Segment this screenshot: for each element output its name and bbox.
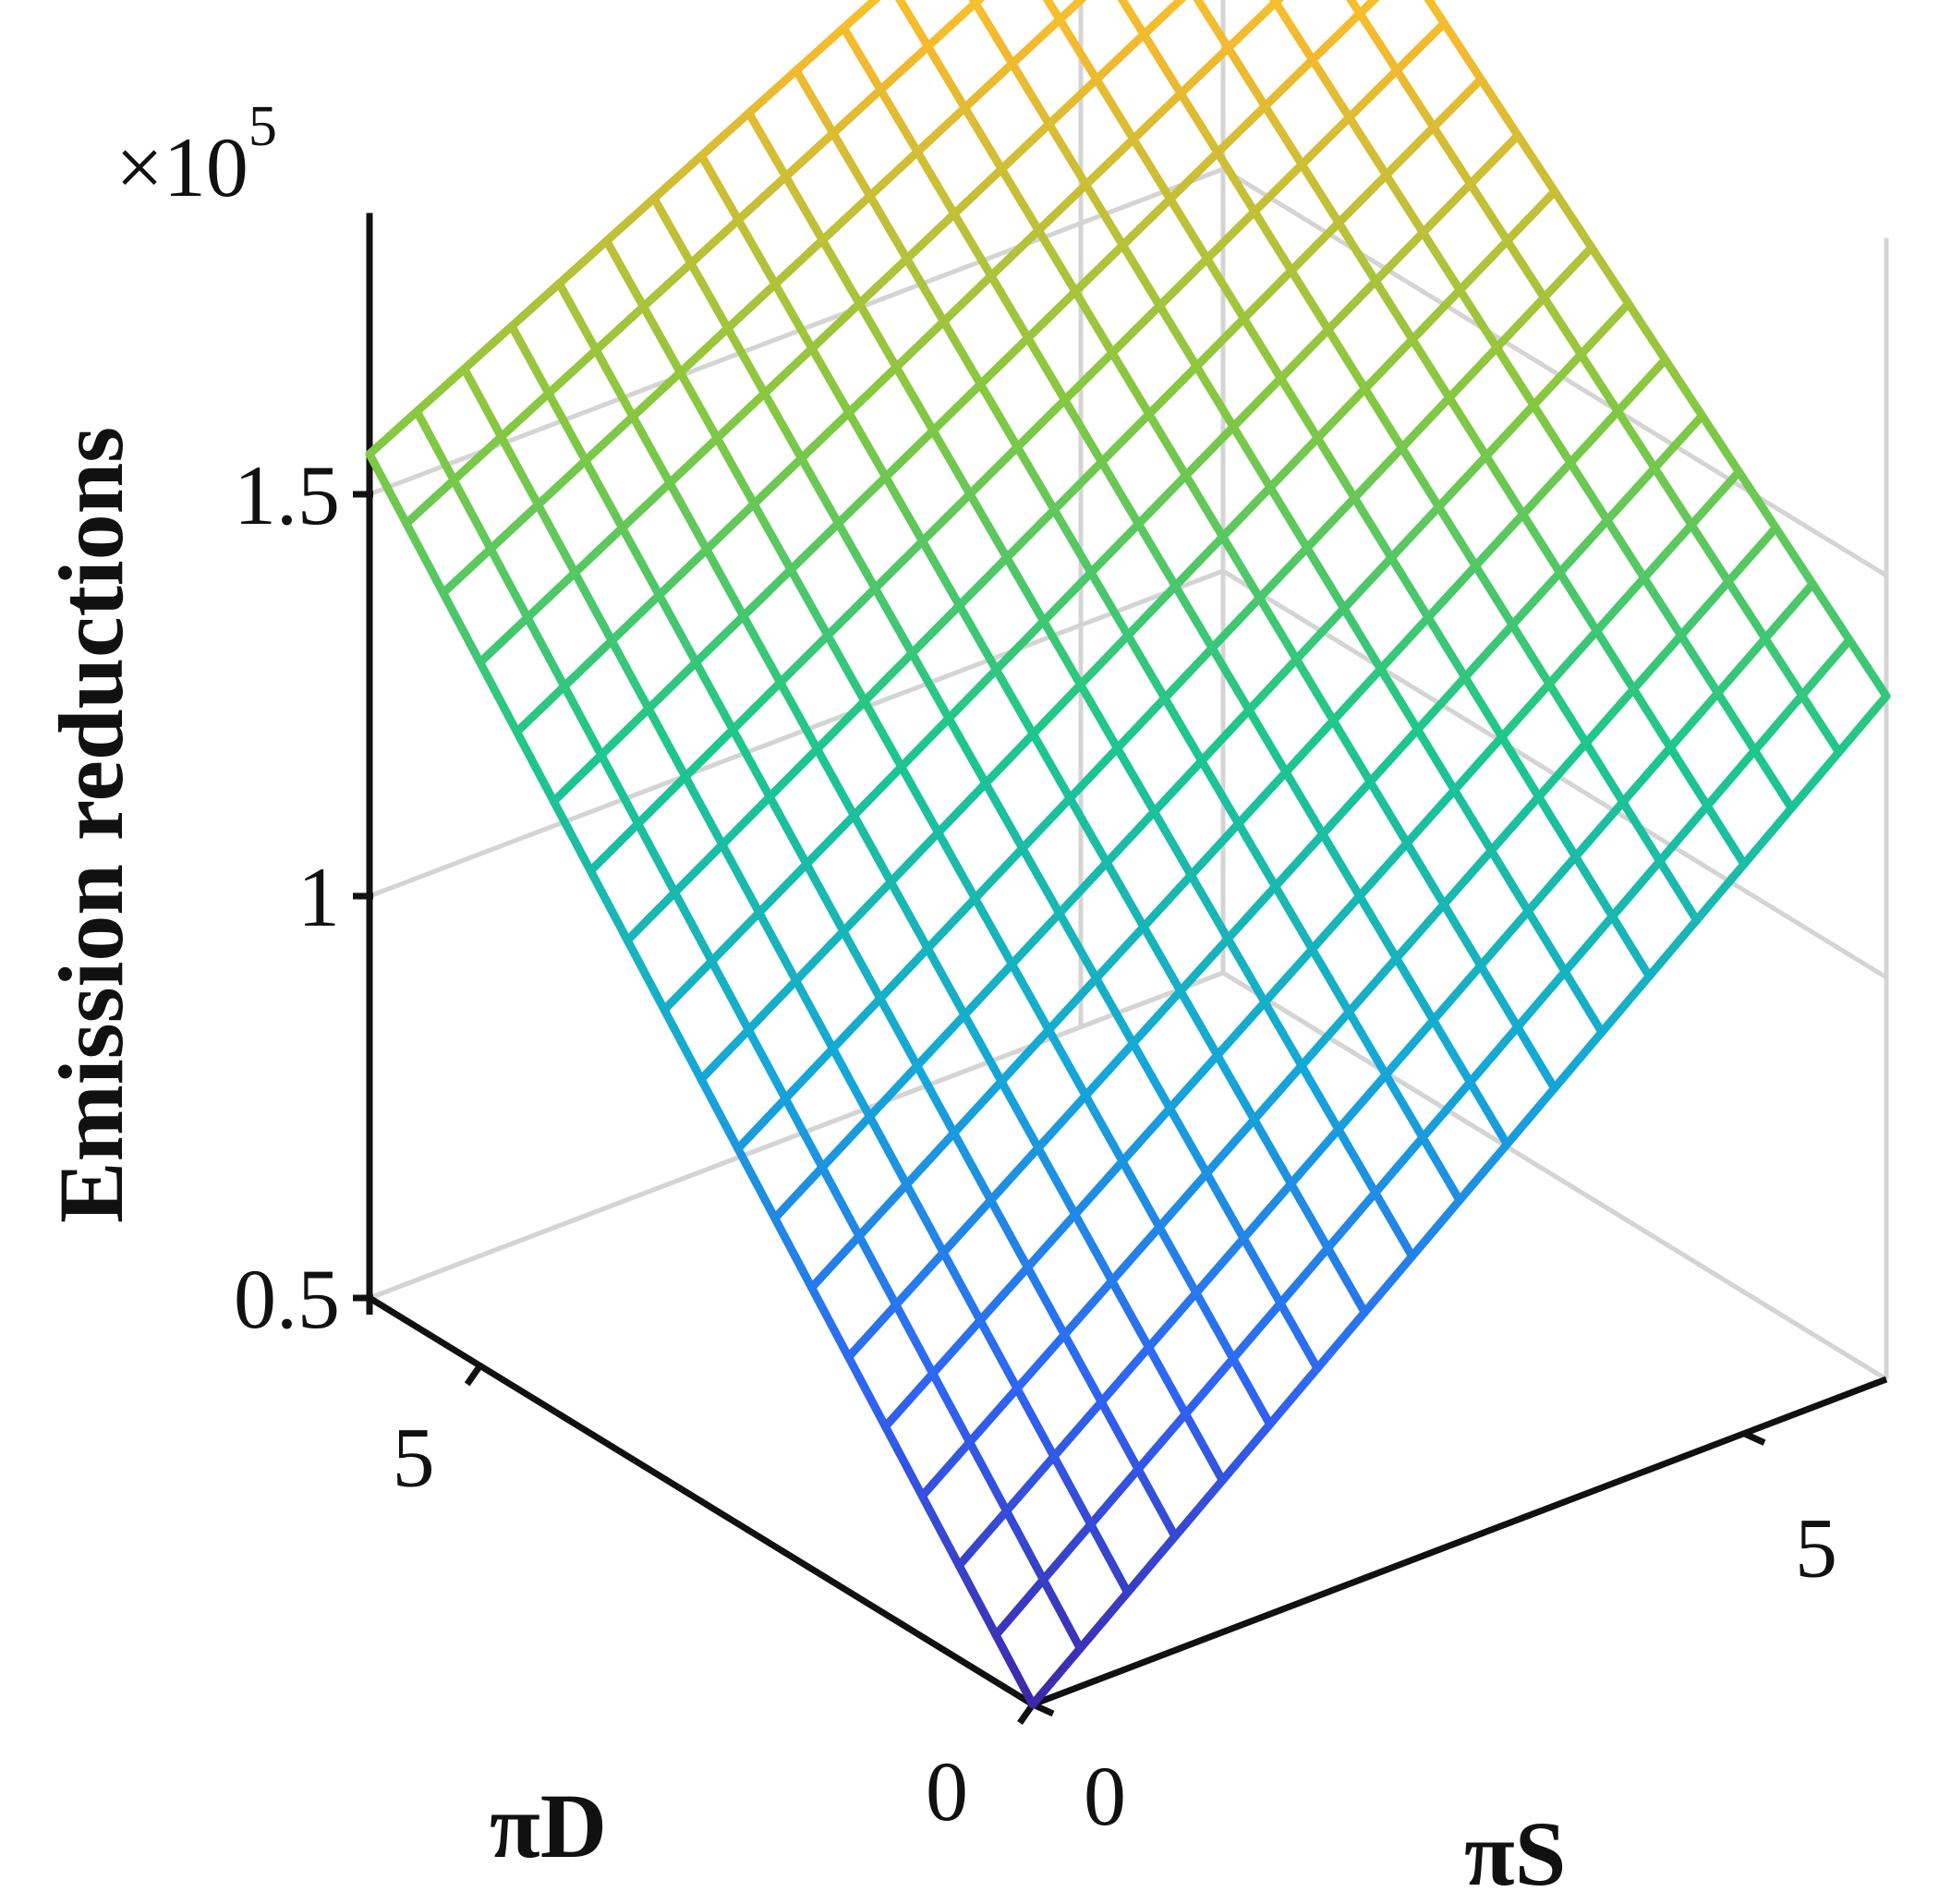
x-tick-label: 0 xyxy=(1084,1749,1126,1843)
z-tick-label: 1 xyxy=(297,850,340,944)
y-tick xyxy=(464,1364,483,1387)
y-tick-label: 0 xyxy=(926,1744,968,1838)
mesh-line-x xyxy=(1193,0,1206,9)
mesh-line-y xyxy=(863,0,881,11)
mesh-line-y xyxy=(971,0,986,7)
y-axis-line xyxy=(368,1295,1035,1707)
mesh-line-x xyxy=(1042,0,1055,9)
side-wall-gridline xyxy=(1221,166,1888,578)
mesh-line-y xyxy=(1067,0,1087,13)
mesh-line-x xyxy=(1424,0,1439,14)
axes: 0 5 0 5 0.5 1 1.5 xyxy=(234,212,1888,1843)
x-axis-title: πS xyxy=(1464,1802,1566,1899)
x-tick xyxy=(1742,1430,1766,1446)
back-grid xyxy=(369,0,1889,1382)
x-tick-label: 5 xyxy=(1795,1501,1837,1595)
mesh-line-y xyxy=(1367,0,1380,6)
mesh-line-y xyxy=(1175,0,1187,6)
mesh-line-x xyxy=(895,0,905,6)
z-tick-label: 1.5 xyxy=(234,448,340,542)
floor-side-edge xyxy=(1221,970,1888,1382)
mesh-line-x xyxy=(1117,0,1130,9)
z-tick-label: 0.5 xyxy=(234,1252,340,1346)
mesh-line-x xyxy=(1268,0,1280,6)
z-multiplier-label: ×105 xyxy=(115,95,277,214)
x-axis-line xyxy=(1031,1376,1888,1708)
surface-mesh xyxy=(365,0,1891,1709)
z-axis-title: Emission reductions xyxy=(40,427,142,1223)
y-axis-title: πD xyxy=(490,1775,607,1877)
y-tick-label: 5 xyxy=(393,1410,435,1504)
z-multiplier-base: ×10 xyxy=(115,120,248,214)
z-multiplier-exponent: 5 xyxy=(248,95,277,158)
